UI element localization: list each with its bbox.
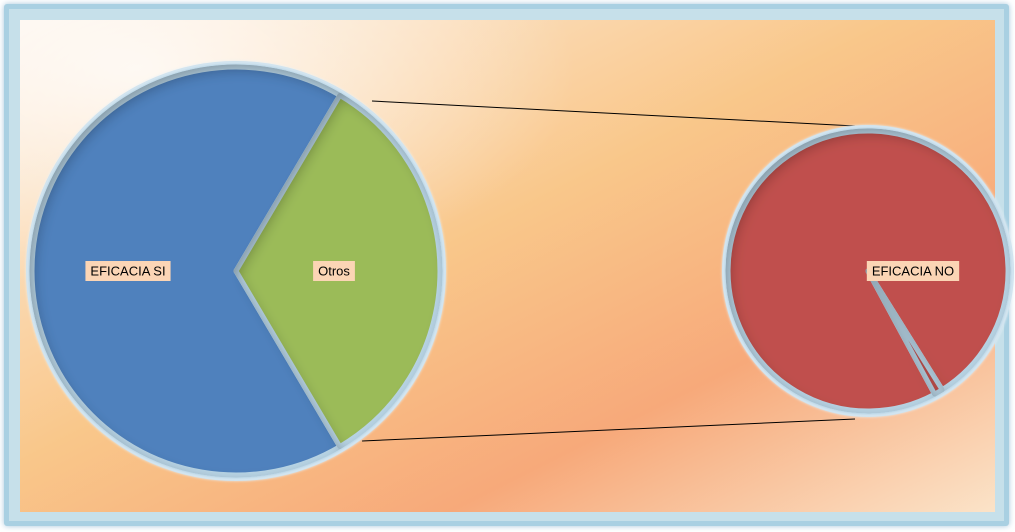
main-pie-label-otros: Otros [318,264,350,279]
main-pie-label-box-otros [313,261,355,281]
main-pie-label-eficacia-si: EFICACIA SI [90,264,165,279]
secondary-pie-ring-highlight [722,125,1014,417]
main-pie-ring-highlight [26,61,446,481]
main-pie-label-box-eficacia-si [85,261,171,281]
connector-line-top [371,100,856,127]
connector-line-bottom [361,418,856,442]
data-labels: EFICACIA SI Otros EFICACIA NO [85,261,960,281]
secondary-pie-label-box-eficacia-no [866,261,960,281]
secondary-pie-label-eficacia-no: EFICACIA NO [872,264,954,279]
secondary-pie-slice-slice-1 [865,268,945,397]
main-pie-slice-eficacia-si [29,64,343,478]
